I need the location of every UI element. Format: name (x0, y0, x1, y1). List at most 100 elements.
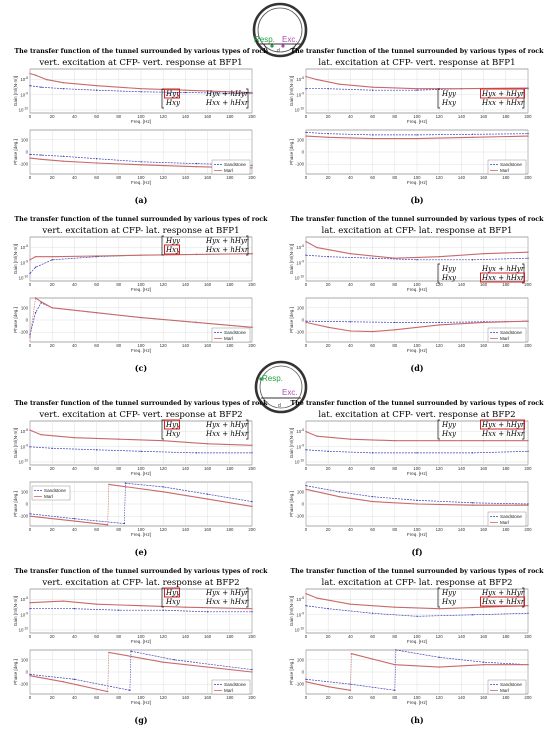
x-tick-label: 120 (160, 343, 168, 348)
data-point (206, 443, 209, 445)
y-axis-label: Phase [deg.] (13, 491, 18, 517)
data-point (62, 160, 64, 162)
matrix-entry: Hxx + hHxr (481, 99, 525, 107)
x-axis-label: Freq. [Hz] (131, 348, 151, 353)
matrix-entry: Hyx + hHyr (481, 90, 525, 98)
phase-plot: 0 20 40 60 80 100 120 140 160 180 200-1000100Phase… (13, 129, 256, 185)
x-tick-label: 180 (502, 114, 510, 119)
data-point (173, 659, 175, 661)
legend-label: Sandstone (500, 162, 522, 167)
x-tick-label: 160 (480, 343, 488, 348)
transfer-matrix: Hyy Hyx + hHyr Hxy Hxx + hHxr (437, 263, 525, 284)
y-axis-label: Phase [deg.] (13, 139, 18, 165)
data-point (251, 668, 253, 671)
matrix-bracket-left (161, 587, 164, 608)
x-tick-label: 60 (94, 343, 99, 348)
y-tick-label: 10-10 (295, 458, 305, 464)
x-tick-label: 100 (413, 282, 421, 287)
panel-caption: (b) (410, 195, 423, 205)
y-tick-label: -100 (295, 682, 304, 687)
gain-plot: 0 20 40 60 80 100 120 140 160 180 200 10-10 10-9 10-8… (13, 68, 256, 124)
x-tick-label: 160 (204, 466, 212, 471)
x-tick-label: 100 (137, 466, 145, 471)
x-tick-label: 140 (182, 695, 190, 700)
x-tick-label: 0 (29, 527, 32, 532)
data-point (338, 83, 340, 85)
data-point (251, 164, 253, 167)
series-marl (305, 135, 529, 140)
data-point (438, 256, 440, 258)
data-point (62, 155, 64, 157)
gain-plot: 0 20 40 60 80 100 120 140 160 180 200 10-10 10-9 10-8… (289, 68, 532, 124)
panel-caption: (c) (135, 363, 148, 373)
x-axis-label: Freq. [Hz] (407, 639, 427, 644)
data-point (394, 440, 396, 442)
y-axis-label: Gain [m/(N·m)] (289, 596, 294, 626)
data-point (305, 449, 307, 451)
data-point (416, 499, 418, 502)
x-tick-label: 40 (72, 527, 77, 532)
data-point (371, 257, 374, 259)
data-point (305, 678, 307, 681)
y-tick-label: 0 (26, 670, 29, 675)
data-point (184, 89, 187, 91)
legend-label: Sandstone (224, 330, 246, 335)
data-point (29, 429, 31, 431)
x-tick-label: 200 (524, 466, 532, 471)
matrix-entry: Hyx + hHyr (205, 589, 249, 597)
x-axis-label: Freq. [Hz] (407, 119, 427, 124)
panel-title: The transfer function of the tunnel surr… (15, 216, 269, 223)
y-axis-label: Phase [deg.] (13, 307, 18, 333)
transfer-matrix: Hyy Hyx + hHyr Hxy Hxx + hHxr (161, 419, 249, 440)
matrix-bracket-left (161, 88, 164, 109)
matrix-bracket-left (437, 419, 440, 440)
data-point (29, 608, 31, 610)
x-tick-label: 20 (326, 175, 331, 180)
x-tick-label: 40 (348, 282, 353, 287)
y-tick-label: 0 (302, 670, 305, 675)
matrix-entry: Hxy (165, 246, 181, 254)
data-point (482, 321, 485, 324)
panel-a: The transfer function of the tunnel surr… (13, 48, 268, 205)
matrix-entry: Hyy (441, 589, 457, 597)
data-point (527, 612, 529, 614)
data-point (34, 74, 37, 76)
x-tick-label: 200 (248, 282, 256, 287)
x-tick-label: 160 (204, 282, 212, 287)
y-tick-label: 10-8 (296, 428, 304, 434)
legend-label: Marl (44, 494, 53, 499)
matrix-entry: Hxx + hHxr (205, 430, 249, 438)
data-point (251, 252, 253, 255)
phase-plot: 0 20 40 60 80 100 120 140 160 180 200-1000100Phase… (289, 297, 532, 353)
legend-label: Marl (500, 688, 509, 693)
schematic-base-label: d (277, 48, 280, 54)
x-tick-label: 100 (137, 343, 145, 348)
x-tick-label: 20 (50, 114, 55, 119)
data-point (73, 678, 76, 681)
x-tick-label: 200 (524, 695, 532, 700)
data-point (371, 495, 374, 498)
y-tick-label: -100 (19, 162, 28, 167)
data-point (251, 326, 253, 329)
x-tick-label: 40 (348, 343, 353, 348)
x-tick-label: 20 (50, 343, 55, 348)
panel-subtitle: lat. excitation at CFP- vert. response a… (318, 410, 515, 420)
x-tick-label: 40 (72, 634, 77, 639)
y-axis-label: Gain [m/(N·m)] (13, 596, 18, 626)
x-axis-label: Freq. [Hz] (407, 287, 427, 292)
schematic-exc-label: Exc. (282, 388, 298, 397)
y-tick-label: 10-10 (19, 626, 29, 632)
x-tick-label: 60 (370, 466, 375, 471)
x-tick-label: 0 (29, 466, 32, 471)
x-tick-label: 0 (29, 282, 32, 287)
data-point (349, 438, 352, 440)
data-point (29, 513, 31, 515)
data-point (482, 440, 485, 442)
y-tick-label: -100 (19, 682, 28, 687)
x-tick-label: 120 (436, 282, 444, 287)
x-tick-label: 100 (137, 114, 145, 119)
data-point (40, 433, 42, 436)
data-point (95, 158, 98, 160)
data-point (394, 606, 396, 608)
